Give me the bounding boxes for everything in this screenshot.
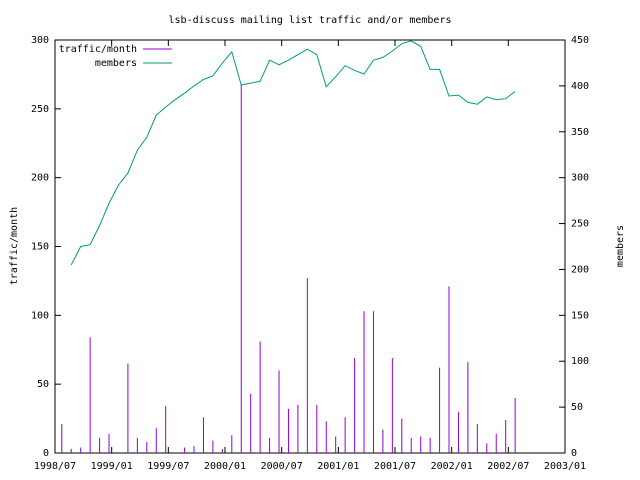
legend-label: traffic/month xyxy=(59,44,137,55)
x-tick-label: 2001/01 xyxy=(317,461,359,472)
y2-tick-label: 0 xyxy=(571,448,577,459)
members-line xyxy=(70,40,516,266)
y-axis-label: traffic/month xyxy=(9,207,20,285)
y-tick-label: 100 xyxy=(31,310,49,321)
y2-tick-label: 100 xyxy=(571,356,589,367)
y2-tick-label: 400 xyxy=(571,81,589,92)
x-tick-label: 1999/01 xyxy=(91,461,133,472)
y-tick-label: 300 xyxy=(31,35,49,46)
x-tick-label: 2002/01 xyxy=(431,461,473,472)
chart-title: lsb-discuss mailing list traffic and/or … xyxy=(169,15,452,26)
y2-axis-label: members xyxy=(615,225,626,267)
x-tick-label: 2001/07 xyxy=(374,461,416,472)
x-tick-label: 1999/07 xyxy=(147,461,189,472)
x-tick-label: 2003/01 xyxy=(544,461,586,472)
y-tick-label: 0 xyxy=(43,448,49,459)
y-tick-label: 50 xyxy=(37,379,49,390)
y2-tick-label: 300 xyxy=(571,173,589,184)
x-tick-label: 2000/01 xyxy=(204,461,246,472)
x-tick-label: 2000/07 xyxy=(261,461,303,472)
legend-label: members xyxy=(95,58,137,69)
y2-tick-label: 350 xyxy=(571,127,589,138)
y2-tick-label: 450 xyxy=(571,35,589,46)
y-tick-label: 150 xyxy=(31,242,49,253)
y-tick-label: 250 xyxy=(31,104,49,115)
x-tick-label: 2002/07 xyxy=(487,461,529,472)
x-tick-label: 1998/07 xyxy=(34,461,76,472)
y-tick-label: 200 xyxy=(31,173,49,184)
y2-tick-label: 200 xyxy=(571,264,589,275)
y2-tick-label: 150 xyxy=(571,310,589,321)
y2-tick-label: 50 xyxy=(571,402,583,413)
y2-tick-label: 250 xyxy=(571,219,589,230)
